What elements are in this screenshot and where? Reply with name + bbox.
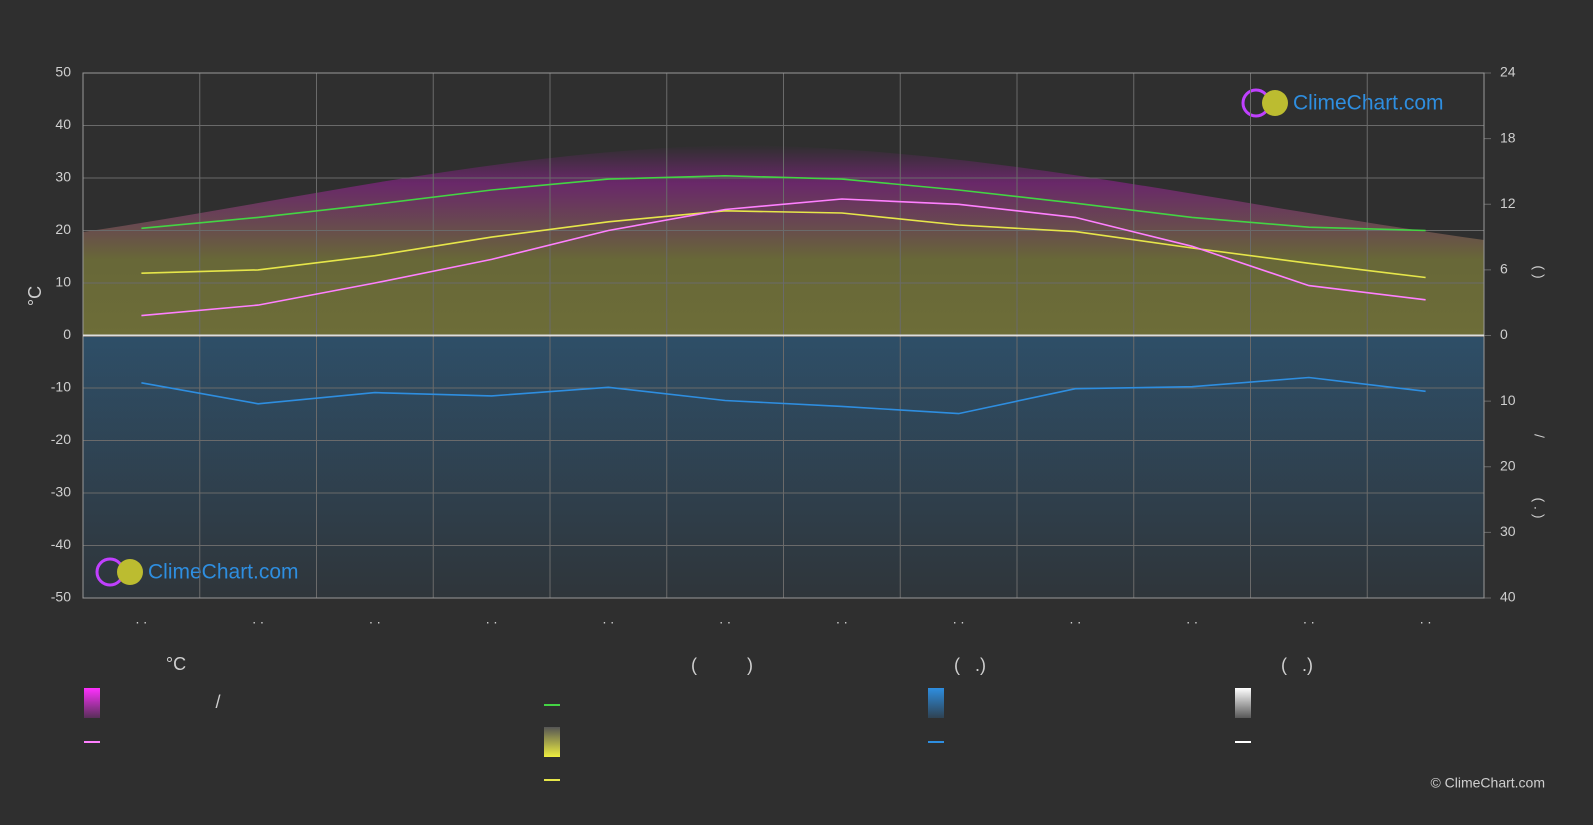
x-tick-label: . . [836,611,848,627]
x-tick-label: . . [1186,611,1198,627]
legend-heading: ( .) [954,655,986,675]
legend-heading: ( ) [691,655,753,675]
right-axis-label: ( ) [1531,265,1547,278]
y-tick-label: 40 [55,116,71,132]
legend-text: / [215,692,220,712]
y2-tick-label: 12 [1500,195,1516,211]
legend-swatch [84,688,100,718]
y-tick-label: -40 [51,536,71,552]
x-tick-label: . . [1303,611,1315,627]
y-axis-label: °C [25,286,45,306]
logo-bottom: ClimeChart.com [95,557,299,587]
y-tick-label: -20 [51,431,71,447]
y2-tick-label: 6 [1500,261,1508,277]
y2-tick-label: 20 [1500,457,1516,473]
x-tick-label: . . [1070,611,1082,627]
y2-tick-label: 0 [1500,326,1508,342]
legend-swatch [928,688,944,718]
right-axis-label: / [1531,434,1547,438]
y-tick-label: -30 [51,484,71,500]
legend-heading: °C [166,654,186,674]
x-tick-label: . . [252,611,264,627]
series-line [141,174,1426,232]
legend-swatch [1235,688,1251,718]
logo-text: ClimeChart.com [148,561,299,584]
y2-tick-label: 24 [1500,64,1516,80]
x-tick-label: . . [136,611,148,627]
y-tick-label: 0 [63,326,71,342]
x-tick-label: . . [486,611,498,627]
y2-tick-label: 10 [1500,392,1516,408]
x-tick-label: . . [369,611,381,627]
x-tick-label: . . [603,611,615,627]
y-tick-label: -10 [51,379,71,395]
x-tick-label: . . [953,611,965,627]
y2-tick-label: 30 [1500,523,1516,539]
right-axis-label: ( . ) [1531,498,1547,519]
legend-swatch [544,727,560,757]
y2-tick-label: 40 [1500,589,1516,605]
series-line [141,209,1426,279]
x-tick-label: . . [719,611,731,627]
y-tick-label: -50 [51,589,71,605]
logo-text: ClimeChart.com [1293,92,1444,115]
y2-tick-label: 18 [1500,129,1516,145]
y-tick-label: 30 [55,169,71,185]
series-line [141,376,1426,415]
legend-heading: ( .) [1281,655,1313,675]
logo-top: ClimeChart.com [1241,88,1444,118]
y-tick-label: 10 [55,274,71,290]
series-line [141,198,1426,317]
y-tick-label: 50 [55,64,71,80]
y-tick-label: 20 [55,221,71,237]
copyright: © ClimeChart.com [1430,775,1545,791]
x-tick-label: . . [1420,611,1432,627]
